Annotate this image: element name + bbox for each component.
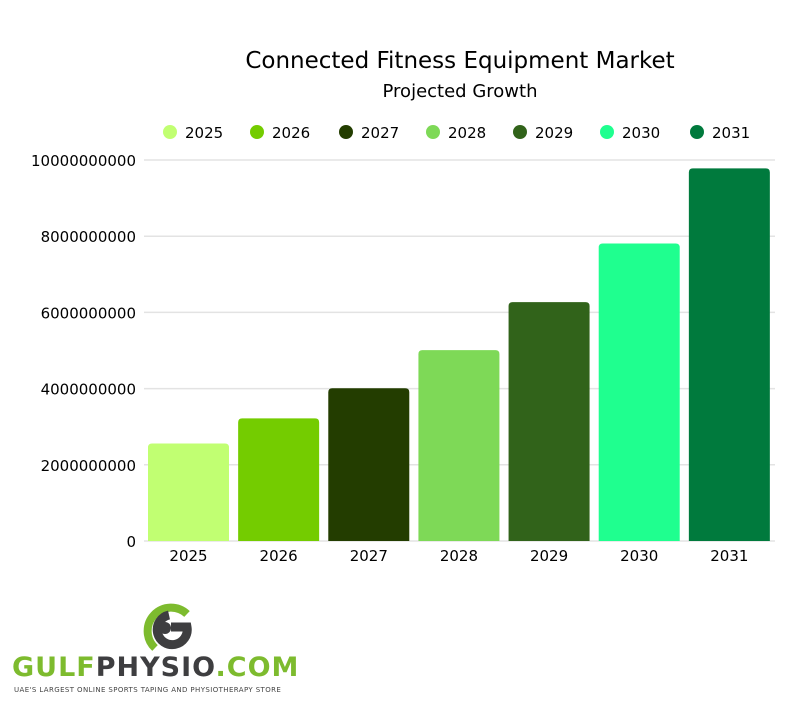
legend-item-2027: 2027 bbox=[339, 124, 399, 142]
x-tick-label: 2027 bbox=[350, 547, 388, 565]
legend-swatch bbox=[600, 125, 614, 139]
legend-swatch bbox=[690, 125, 704, 139]
legend-item-2025: 2025 bbox=[163, 124, 223, 142]
chart-subtitle: Projected Growth bbox=[383, 81, 538, 102]
bar-2026 bbox=[238, 418, 320, 541]
y-tick-label: 6000000000 bbox=[41, 304, 136, 322]
legend-label: 2025 bbox=[185, 124, 223, 142]
bar-2031 bbox=[688, 168, 770, 541]
legend-label: 2029 bbox=[535, 124, 573, 142]
bar-chart: Connected Fitness Equipment Market Proje… bbox=[31, 48, 775, 565]
bar-2025 bbox=[148, 443, 229, 541]
x-tick-label: 2028 bbox=[440, 547, 478, 565]
legend-swatch bbox=[513, 125, 527, 139]
bar-2030 bbox=[598, 243, 680, 541]
legend-swatch bbox=[250, 125, 264, 139]
logo-g-icon bbox=[143, 603, 192, 651]
y-tick-label: 4000000000 bbox=[41, 381, 136, 399]
legend-swatch bbox=[339, 125, 353, 139]
legend-item-2031: 2031 bbox=[690, 124, 750, 142]
legend-swatch bbox=[163, 125, 177, 139]
y-tick-label: 10000000000 bbox=[31, 152, 136, 170]
legend-label: 2026 bbox=[272, 124, 310, 142]
legend-label: 2027 bbox=[361, 124, 399, 142]
legend-item-2028: 2028 bbox=[426, 124, 486, 142]
bar-2029 bbox=[508, 302, 590, 541]
legend-item-2030: 2030 bbox=[600, 124, 660, 142]
logo-wordmark: GULFPHYSIO.COM bbox=[12, 652, 300, 683]
x-tick-label: 2025 bbox=[169, 547, 207, 565]
y-tick-label: 8000000000 bbox=[41, 228, 136, 246]
legend-label: 2031 bbox=[712, 124, 750, 142]
x-tick-label: 2031 bbox=[710, 547, 748, 565]
x-tick-label: 2026 bbox=[260, 547, 298, 565]
x-tick-label: 2029 bbox=[530, 547, 568, 565]
logo-tagline: UAE'S LARGEST ONLINE SPORTS TAPING AND P… bbox=[14, 686, 282, 694]
bar-2028 bbox=[418, 350, 500, 541]
gulfphysio-logo: GULFPHYSIO.COM UAE'S LARGEST ONLINE SPOR… bbox=[12, 600, 312, 700]
y-tick-label: 0 bbox=[126, 533, 136, 551]
legend-label: 2030 bbox=[622, 124, 660, 142]
bar-2027 bbox=[328, 388, 410, 541]
legend-swatch bbox=[426, 125, 440, 139]
y-tick-label: 2000000000 bbox=[41, 457, 136, 475]
legend-label: 2028 bbox=[448, 124, 486, 142]
legend-item-2029: 2029 bbox=[513, 124, 573, 142]
x-tick-label: 2030 bbox=[620, 547, 658, 565]
legend-item-2026: 2026 bbox=[250, 124, 310, 142]
chart-title: Connected Fitness Equipment Market bbox=[245, 48, 674, 74]
